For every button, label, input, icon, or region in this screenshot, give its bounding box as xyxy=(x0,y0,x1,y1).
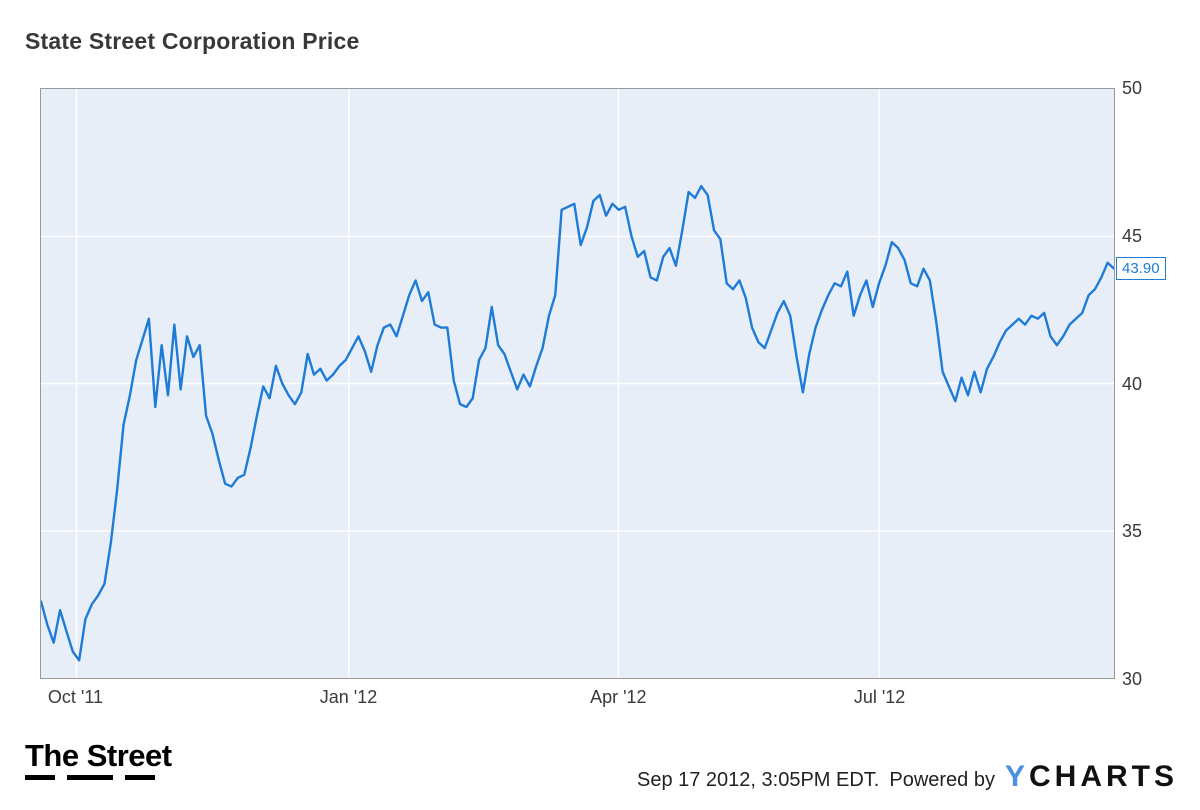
chart-title: State Street Corporation Price xyxy=(25,28,360,54)
powered-by-label: Powered by xyxy=(889,769,995,791)
timestamp: Sep 17 2012, 3:05PM EDT. xyxy=(636,769,880,791)
thestreet-logo-bars xyxy=(25,775,172,780)
ycharts-logo-y: Y xyxy=(1004,760,1029,793)
x-axis-tick: Apr '12 xyxy=(590,687,647,707)
y-axis-tick: 50 xyxy=(1122,78,1143,98)
ycharts-logo-rest: CHARTS xyxy=(1029,760,1178,793)
y-axis-tick: 45 xyxy=(1122,225,1143,246)
y-axis-tick: 35 xyxy=(1122,521,1143,542)
y-axis-tick: 40 xyxy=(1122,373,1143,394)
last-price-label: 43.90 xyxy=(1116,257,1166,281)
thestreet-logo[interactable]: The Street xyxy=(25,740,172,780)
x-axis-tick: Oct '11 xyxy=(47,687,104,707)
plot-area xyxy=(40,88,1115,679)
x-axis-tick: Jul '12 xyxy=(853,687,906,707)
footer-attribution: Sep 17 2012, 3:05PM EDT. Powered by YCHA… xyxy=(637,760,1178,794)
price-line-chart[interactable] xyxy=(41,89,1114,678)
thestreet-logo-text: The Street xyxy=(25,738,172,773)
y-axis-tick: 30 xyxy=(1122,669,1143,689)
x-axis-tick: Jan '12 xyxy=(319,687,378,707)
ycharts-logo[interactable]: YCHARTS xyxy=(1005,760,1178,794)
